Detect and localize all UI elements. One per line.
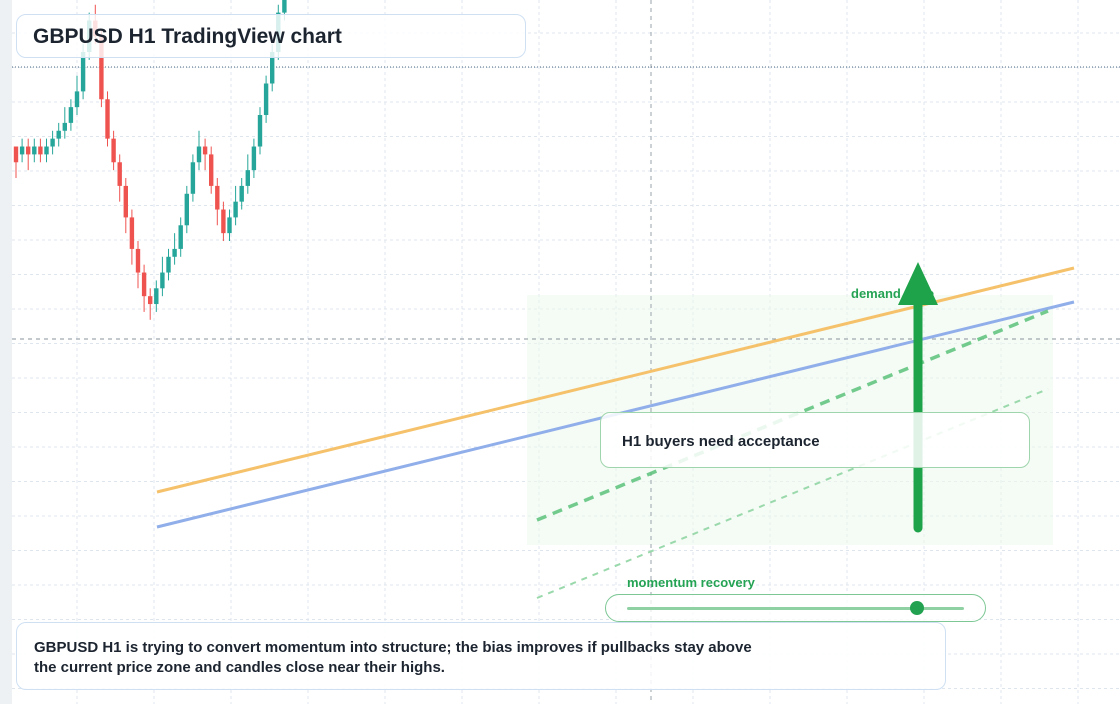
bull-candle (190, 162, 196, 194)
bear-candle (26, 146, 31, 155)
title-panel: GBPUSD H1 TradingView chart (16, 14, 526, 58)
callout-text: H1 buyers need acceptance (622, 433, 820, 450)
price-scale-strip (0, 0, 12, 704)
bear-candle (38, 146, 43, 155)
momentum-recovery-track (627, 607, 964, 610)
bull-candle (282, 0, 287, 13)
bear-candle (111, 138, 116, 163)
bear-candle (13, 146, 19, 163)
bull-candle (245, 170, 250, 186)
callout-panel: H1 buyers need acceptance (600, 412, 1030, 468)
bull-candle (166, 256, 171, 273)
bull-candle (251, 146, 257, 171)
bull-candle (257, 115, 263, 147)
bear-candle (148, 296, 153, 305)
summary-panel: GBPUSD H1 is trying to convert momentum … (16, 622, 946, 690)
bull-candle (56, 130, 61, 139)
bull-candle (178, 225, 183, 249)
bear-candle (117, 162, 122, 186)
bull-candle (196, 146, 202, 163)
bull-candle (32, 146, 37, 155)
bull-candle (270, 52, 275, 84)
bull-candle (50, 138, 55, 147)
bull-candle (44, 146, 49, 155)
bull-candle (62, 122, 67, 131)
chart-title: GBPUSD H1 TradingView chart (33, 25, 342, 48)
bear-candle (202, 146, 208, 155)
bull-candle (263, 83, 269, 116)
bear-candle (123, 185, 128, 218)
summary-text: GBPUSD H1 is trying to convert momentum … (34, 639, 752, 676)
bull-candle (19, 146, 25, 155)
bull-candle (184, 193, 189, 226)
bull-candle (160, 272, 165, 289)
bull-candle (68, 107, 74, 123)
bear-candle (221, 209, 226, 234)
bull-candle (154, 288, 159, 305)
bear-candle (105, 99, 110, 139)
bear-candle (141, 272, 147, 297)
bear-candle (129, 217, 135, 249)
bull-candle (80, 52, 86, 92)
bear-candle (99, 36, 104, 100)
bear-candle (209, 154, 214, 186)
momentum-recovery-marker[interactable] (909, 601, 924, 615)
bull-candle (172, 248, 177, 257)
bull-candle (239, 185, 244, 202)
bull-candle (74, 91, 80, 108)
bear-candle (135, 248, 141, 273)
bullish-arrow-head (898, 262, 938, 305)
momentum-recovery-label: momentum recovery (627, 575, 755, 590)
momentum-recovery-meter (605, 594, 986, 622)
bear-candle (215, 185, 220, 210)
bull-candle (233, 201, 238, 218)
bull-candle (227, 217, 232, 234)
